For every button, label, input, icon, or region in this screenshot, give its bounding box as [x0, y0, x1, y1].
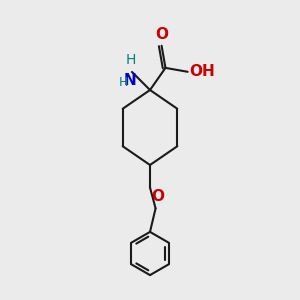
Text: H: H — [119, 76, 128, 88]
Text: N: N — [124, 73, 137, 88]
Text: OH: OH — [189, 64, 215, 79]
Text: O: O — [155, 27, 168, 42]
Text: H: H — [125, 53, 136, 67]
Text: O: O — [152, 189, 164, 204]
